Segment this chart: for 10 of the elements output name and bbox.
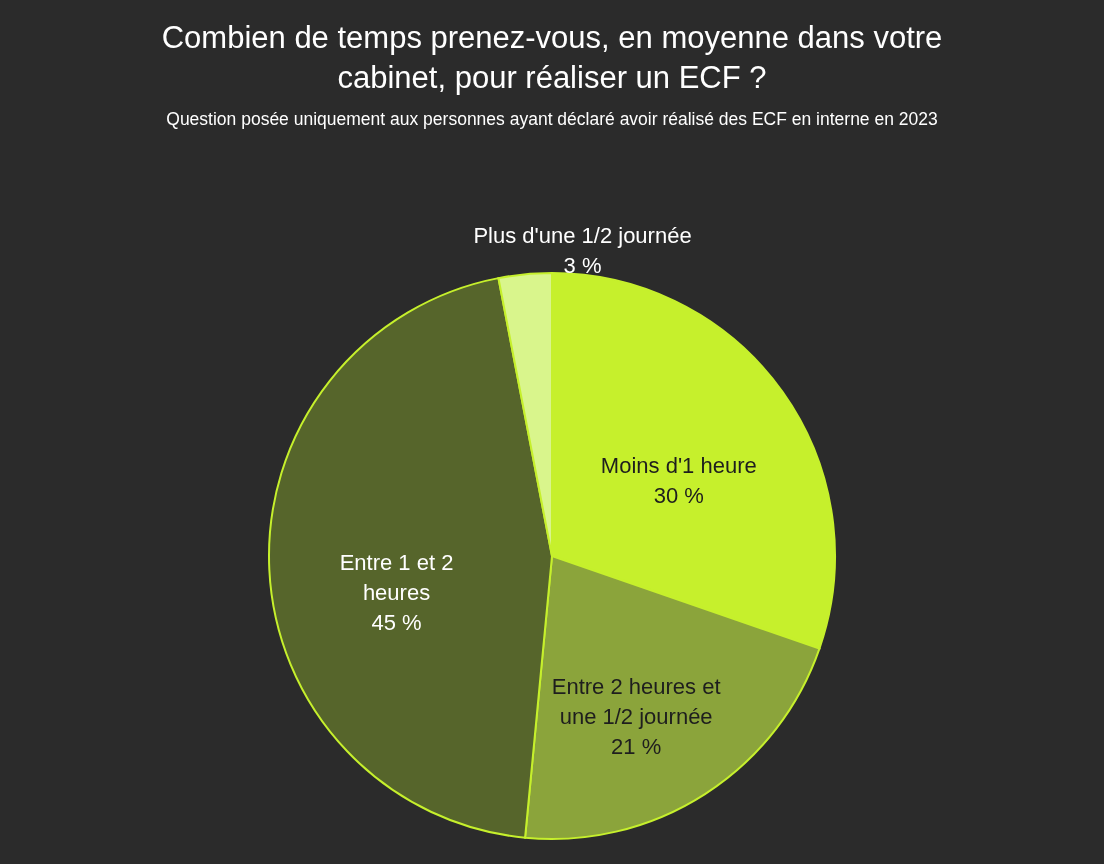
- chart-subtitle: Question posée uniquement aux personnes ayant déclaré avoir réalisé des ECF en interne en 2023: [166, 108, 938, 129]
- slice-label: Entre 2 heures et une 1/2 journée: [551, 673, 721, 729]
- data-label: 3 %: [563, 253, 602, 279]
- slice-label: Plus d'une 1/2 journée: [473, 223, 692, 249]
- slice-label: Moins d'1 heure: [600, 452, 757, 478]
- data-label: 21 %: [611, 733, 662, 759]
- data-label: 45 %: [371, 610, 422, 636]
- slice-label: Entre 1 et 2 heures: [339, 550, 454, 606]
- data-label: 30 %: [653, 482, 704, 508]
- chart-title: Combien de temps prenez-vous, en moyenne dans votre cabinet, pour réaliser un ECF ?: [161, 19, 943, 95]
